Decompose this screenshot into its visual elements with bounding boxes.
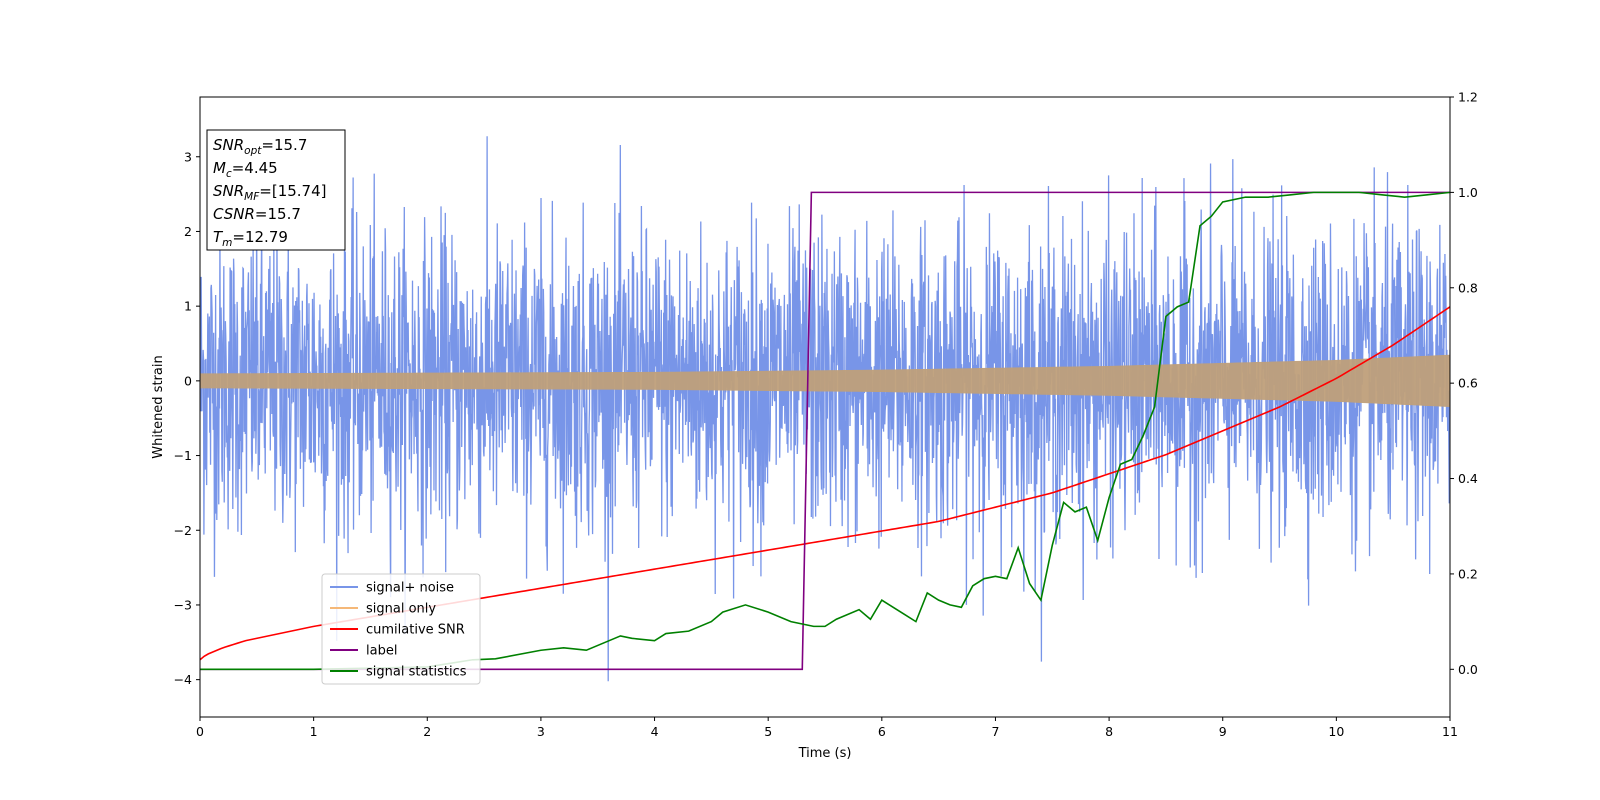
- signal-only-band: [200, 354, 1450, 407]
- x-tick-label: 2: [423, 724, 431, 739]
- legend-entry: cumilative SNR: [366, 623, 465, 638]
- y-axis-right: 0.0 0.2 0.4 0.6 0.8 1.0 1.2: [1450, 90, 1478, 677]
- x-tick-label: 5: [764, 724, 772, 739]
- legend-entry: signal+ noise: [366, 581, 454, 596]
- y-tick-label: −2: [174, 523, 192, 538]
- y-tick-label: 0: [184, 373, 192, 388]
- legend-entry: signal only: [366, 602, 436, 617]
- x-tick-label: 3: [537, 724, 545, 739]
- legend-frame: [321, 573, 481, 685]
- x-tick-label: 11: [1442, 724, 1458, 739]
- x-tick-label: 7: [991, 724, 999, 739]
- y-tick-label: 3: [184, 149, 192, 164]
- x-tick-label: 0: [196, 724, 204, 739]
- signal-only-series: [200, 354, 1450, 407]
- x-tick-label: 10: [1328, 724, 1344, 739]
- y-tick-label: −1: [174, 448, 192, 463]
- y-axis-label: Whitened strain: [151, 355, 166, 458]
- legend-entry: label: [366, 644, 397, 659]
- infobox-frame: [206, 129, 346, 251]
- y-tick-label: −4: [174, 672, 192, 687]
- infobox-row: SNRopt=15.7: [213, 136, 307, 157]
- y-tick-label: 2: [184, 224, 192, 239]
- label-line: [200, 191, 1450, 671]
- y2-tick-label: 0.6: [1458, 376, 1478, 391]
- infobox-row: Tm=12.79: [213, 228, 288, 249]
- x-tick-label: 4: [651, 724, 659, 739]
- legend-entry: signal statistics: [366, 665, 467, 680]
- x-tick-label: 1: [310, 724, 318, 739]
- x-axis: 0 1 2 3 4 5 6 7 8 9 10 11: [196, 717, 1458, 739]
- y2-tick-label: 1.0: [1458, 185, 1478, 200]
- x-tick-label: 9: [1219, 724, 1227, 739]
- y2-tick-label: 0.2: [1458, 566, 1478, 581]
- y2-tick-label: 0.4: [1458, 471, 1478, 486]
- legend: signal+ noise signal only cumilative SNR la…: [321, 573, 481, 685]
- y-axis-left: −4 −3 −2 −1 0 1 2 3: [174, 149, 200, 687]
- signal-noise-line: [200, 136, 1450, 682]
- y2-tick-label: 1.2: [1458, 90, 1478, 105]
- infobox-row: CSNR=15.7: [213, 205, 301, 223]
- signal-statistics-line: [200, 191, 1450, 671]
- x-axis-label: Time (s): [798, 746, 852, 761]
- y2-tick-label: 0.8: [1458, 280, 1478, 295]
- y-tick-label: 1: [184, 299, 192, 314]
- infobox-row: SNRMF=[15.74]: [213, 182, 327, 203]
- x-tick-label: 8: [1105, 724, 1113, 739]
- x-tick-label: 6: [878, 724, 886, 739]
- axes-frame: [199, 96, 1451, 718]
- y-tick-label: −3: [174, 597, 192, 612]
- signal-noise-series: [200, 136, 1450, 682]
- infobox-row: Mc=4.45: [213, 159, 278, 180]
- y2-tick-label: 0.0: [1458, 662, 1478, 677]
